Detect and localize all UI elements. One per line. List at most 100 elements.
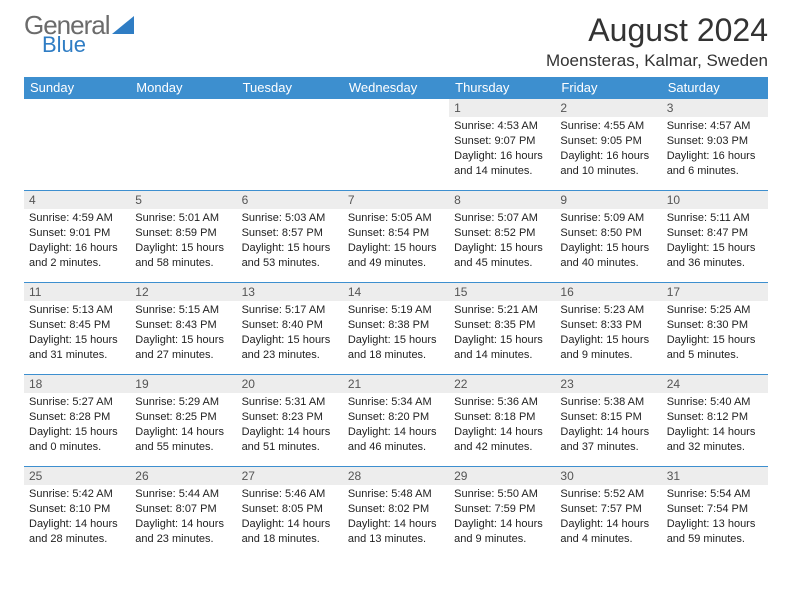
calendar-day-cell: 29Sunrise: 5:50 AMSunset: 7:59 PMDayligh… [449, 467, 555, 559]
daylight-text-1: Daylight: 15 hours [667, 241, 763, 256]
calendar-day-cell: 7Sunrise: 5:05 AMSunset: 8:54 PMDaylight… [343, 191, 449, 283]
daylight-text-2: and 59 minutes. [667, 532, 763, 547]
day-details: Sunrise: 5:19 AMSunset: 8:38 PMDaylight:… [343, 301, 449, 366]
sunrise-text: Sunrise: 5:54 AM [667, 487, 763, 502]
sunrise-text: Sunrise: 5:01 AM [135, 211, 231, 226]
sunset-text: Sunset: 8:07 PM [135, 502, 231, 517]
day-number: 31 [662, 467, 768, 485]
calendar-day-cell: 28Sunrise: 5:48 AMSunset: 8:02 PMDayligh… [343, 467, 449, 559]
daylight-text-1: Daylight: 15 hours [135, 333, 231, 348]
sunrise-text: Sunrise: 5:34 AM [348, 395, 444, 410]
sunset-text: Sunset: 8:59 PM [135, 226, 231, 241]
day-details: Sunrise: 5:46 AMSunset: 8:05 PMDaylight:… [237, 485, 343, 550]
daylight-text-2: and 37 minutes. [560, 440, 656, 455]
sunset-text: Sunset: 8:30 PM [667, 318, 763, 333]
daylight-text-2: and 28 minutes. [29, 532, 125, 547]
calendar-day-cell: 4Sunrise: 4:59 AMSunset: 9:01 PMDaylight… [24, 191, 130, 283]
day-details: Sunrise: 5:48 AMSunset: 8:02 PMDaylight:… [343, 485, 449, 550]
calendar-week-row: 18Sunrise: 5:27 AMSunset: 8:28 PMDayligh… [24, 375, 768, 467]
sunrise-text: Sunrise: 5:23 AM [560, 303, 656, 318]
day-details: Sunrise: 5:54 AMSunset: 7:54 PMDaylight:… [662, 485, 768, 550]
day-number: 14 [343, 283, 449, 301]
day-number: 16 [555, 283, 661, 301]
weekday-header: Sunday [24, 77, 130, 99]
weekday-header: Monday [130, 77, 236, 99]
sunrise-text: Sunrise: 5:15 AM [135, 303, 231, 318]
daylight-text-1: Daylight: 14 hours [348, 425, 444, 440]
daylight-text-2: and 4 minutes. [560, 532, 656, 547]
daylight-text-2: and 23 minutes. [242, 348, 338, 363]
day-number: 5 [130, 191, 236, 209]
sunset-text: Sunset: 8:52 PM [454, 226, 550, 241]
day-details: Sunrise: 5:21 AMSunset: 8:35 PMDaylight:… [449, 301, 555, 366]
day-details: Sunrise: 4:53 AMSunset: 9:07 PMDaylight:… [449, 117, 555, 182]
daylight-text-1: Daylight: 15 hours [667, 333, 763, 348]
daylight-text-2: and 5 minutes. [667, 348, 763, 363]
calendar-day-cell: 22Sunrise: 5:36 AMSunset: 8:18 PMDayligh… [449, 375, 555, 467]
location: Moensteras, Kalmar, Sweden [546, 51, 768, 71]
daylight-text-2: and 9 minutes. [560, 348, 656, 363]
day-number: 1 [449, 99, 555, 117]
calendar-day-cell: 17Sunrise: 5:25 AMSunset: 8:30 PMDayligh… [662, 283, 768, 375]
calendar-day-cell [24, 99, 130, 191]
daylight-text-2: and 10 minutes. [560, 164, 656, 179]
day-details: Sunrise: 4:55 AMSunset: 9:05 PMDaylight:… [555, 117, 661, 182]
sunrise-text: Sunrise: 5:46 AM [242, 487, 338, 502]
header: General Blue August 2024 Moensteras, Kal… [24, 12, 768, 71]
day-details: Sunrise: 5:27 AMSunset: 8:28 PMDaylight:… [24, 393, 130, 458]
day-details: Sunrise: 5:23 AMSunset: 8:33 PMDaylight:… [555, 301, 661, 366]
daylight-text-1: Daylight: 14 hours [135, 517, 231, 532]
sunset-text: Sunset: 8:20 PM [348, 410, 444, 425]
sunrise-text: Sunrise: 5:25 AM [667, 303, 763, 318]
sunset-text: Sunset: 8:57 PM [242, 226, 338, 241]
day-details: Sunrise: 5:25 AMSunset: 8:30 PMDaylight:… [662, 301, 768, 366]
daylight-text-2: and 0 minutes. [29, 440, 125, 455]
sunrise-text: Sunrise: 5:40 AM [667, 395, 763, 410]
day-details: Sunrise: 5:05 AMSunset: 8:54 PMDaylight:… [343, 209, 449, 274]
sunrise-text: Sunrise: 4:55 AM [560, 119, 656, 134]
calendar-day-cell: 3Sunrise: 4:57 AMSunset: 9:03 PMDaylight… [662, 99, 768, 191]
day-number: 28 [343, 467, 449, 485]
calendar-table: SundayMondayTuesdayWednesdayThursdayFrid… [24, 77, 768, 559]
calendar-day-cell [343, 99, 449, 191]
daylight-text-2: and 32 minutes. [667, 440, 763, 455]
daylight-text-2: and 6 minutes. [667, 164, 763, 179]
day-number: 10 [662, 191, 768, 209]
sunset-text: Sunset: 9:07 PM [454, 134, 550, 149]
sunrise-text: Sunrise: 5:52 AM [560, 487, 656, 502]
day-number: 11 [24, 283, 130, 301]
day-number: 29 [449, 467, 555, 485]
sunrise-text: Sunrise: 5:05 AM [348, 211, 444, 226]
weekday-header: Saturday [662, 77, 768, 99]
day-number: 22 [449, 375, 555, 393]
day-details: Sunrise: 5:40 AMSunset: 8:12 PMDaylight:… [662, 393, 768, 458]
day-number: 20 [237, 375, 343, 393]
calendar-day-cell: 13Sunrise: 5:17 AMSunset: 8:40 PMDayligh… [237, 283, 343, 375]
calendar-page: General Blue August 2024 Moensteras, Kal… [0, 0, 792, 567]
daylight-text-2: and 14 minutes. [454, 164, 550, 179]
calendar-day-cell: 26Sunrise: 5:44 AMSunset: 8:07 PMDayligh… [130, 467, 236, 559]
sunrise-text: Sunrise: 5:27 AM [29, 395, 125, 410]
calendar-day-cell: 1Sunrise: 4:53 AMSunset: 9:07 PMDaylight… [449, 99, 555, 191]
calendar-day-cell: 30Sunrise: 5:52 AMSunset: 7:57 PMDayligh… [555, 467, 661, 559]
day-number: 18 [24, 375, 130, 393]
day-details: Sunrise: 5:09 AMSunset: 8:50 PMDaylight:… [555, 209, 661, 274]
daylight-text-2: and 42 minutes. [454, 440, 550, 455]
sunrise-text: Sunrise: 5:38 AM [560, 395, 656, 410]
daylight-text-1: Daylight: 15 hours [560, 333, 656, 348]
daylight-text-2: and 36 minutes. [667, 256, 763, 271]
calendar-day-cell: 21Sunrise: 5:34 AMSunset: 8:20 PMDayligh… [343, 375, 449, 467]
sunset-text: Sunset: 8:35 PM [454, 318, 550, 333]
daylight-text-2: and 9 minutes. [454, 532, 550, 547]
day-details: Sunrise: 5:38 AMSunset: 8:15 PMDaylight:… [555, 393, 661, 458]
daylight-text-2: and 40 minutes. [560, 256, 656, 271]
sunrise-text: Sunrise: 5:44 AM [135, 487, 231, 502]
daylight-text-1: Daylight: 14 hours [560, 517, 656, 532]
sunset-text: Sunset: 8:25 PM [135, 410, 231, 425]
sunrise-text: Sunrise: 4:53 AM [454, 119, 550, 134]
sunrise-text: Sunrise: 5:19 AM [348, 303, 444, 318]
daylight-text-1: Daylight: 14 hours [29, 517, 125, 532]
daylight-text-1: Daylight: 13 hours [667, 517, 763, 532]
sunrise-text: Sunrise: 5:31 AM [242, 395, 338, 410]
daylight-text-1: Daylight: 14 hours [135, 425, 231, 440]
